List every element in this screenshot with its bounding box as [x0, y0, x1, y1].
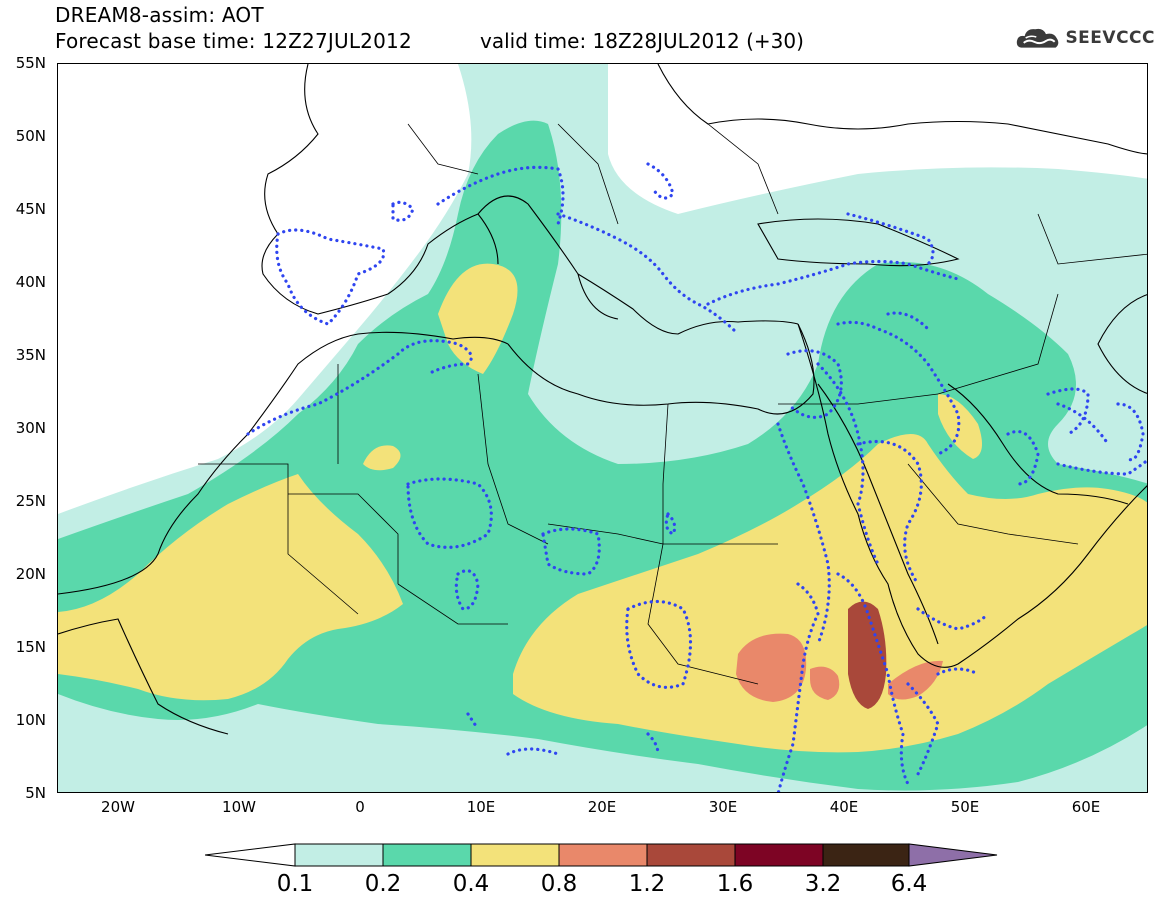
- x-tick-label: 60E: [1071, 798, 1101, 816]
- aot-region-level-0-8-ethiopia: [810, 666, 840, 700]
- y-tick-label: 35N: [15, 346, 46, 364]
- cloud-icon: [1016, 28, 1059, 48]
- y-tick-label: 30N: [15, 419, 46, 437]
- x-tick-label: 10W: [222, 798, 256, 816]
- y-tick-label: 10N: [15, 711, 46, 729]
- x-tick-label: 10E: [466, 798, 496, 816]
- colorbar-cell-lt-0-1: [205, 843, 296, 867]
- x-tick-label: 20W: [101, 798, 135, 816]
- colorbar-cell-gt-6-4: [908, 843, 998, 867]
- y-tick-label: 5N: [25, 784, 46, 802]
- valid-time: valid time: 18Z28JUL2012 (+30): [480, 29, 804, 53]
- x-tick-label: 20E: [587, 798, 617, 816]
- aot-region-level-0-8-yemen: [888, 660, 943, 700]
- colorbar-cell-0-2: [382, 843, 472, 867]
- x-tick-label: 0: [355, 798, 365, 816]
- y-tick-label: 20N: [15, 565, 46, 583]
- aot-region-level-0-4-west: [58, 474, 403, 701]
- colorbar-cell-0-4: [470, 843, 560, 867]
- colorbar-label: 1.6: [716, 871, 754, 897]
- x-tick-label: 40E: [829, 798, 859, 816]
- colorbar-cell-3-2: [822, 843, 910, 867]
- aot-region-level-0-4-algeria: [363, 445, 401, 471]
- aot-map: [58, 64, 1147, 792]
- x-tick-label: 30E: [708, 798, 738, 816]
- colorbar-label: 1.2: [628, 871, 666, 897]
- aot-region-level-0-4-tunisia: [438, 263, 518, 374]
- map-plot-area: [57, 63, 1148, 793]
- y-tick-label: 55N: [15, 54, 46, 72]
- colorbar-label: 6.4: [890, 871, 928, 897]
- y-tick-label: 45N: [15, 200, 46, 218]
- x-tick-label: 50E: [950, 798, 980, 816]
- colorbar-cell-1-6: [734, 843, 824, 867]
- aot-region-level-1-2-eritrea: [848, 601, 887, 709]
- colorbar-cell-0-8: [558, 843, 648, 867]
- seevccc-logo: SEEVCCC: [1015, 22, 1155, 54]
- country-borders: [198, 123, 1147, 685]
- colorbar-cell-0-1: [294, 843, 384, 867]
- colorbar-cell-1-2: [646, 843, 736, 867]
- y-tick-label: 25N: [15, 492, 46, 510]
- forecast-base-time: Forecast base time: 12Z27JUL2012: [55, 29, 412, 53]
- dotted-contours: [246, 162, 1147, 792]
- colorbar-label: 0.2: [364, 871, 402, 897]
- colorbar-label: 0.8: [540, 871, 578, 897]
- colorbar-label: 0.1: [276, 871, 314, 897]
- y-tick-label: 40N: [15, 273, 46, 291]
- colorbar-label: 3.2: [804, 871, 842, 897]
- colorbar: [205, 843, 998, 867]
- logo-text: SEEVCCC: [1065, 28, 1155, 48]
- aot-region-level-0-4-iraq: [938, 394, 982, 459]
- y-tick-label: 15N: [15, 638, 46, 656]
- aot-region-level-0-8-sudan: [736, 633, 807, 702]
- map-title: DREAM8-assim: AOT: [55, 3, 264, 27]
- y-tick-label: 50N: [15, 127, 46, 145]
- colorbar-label: 0.4: [452, 871, 490, 897]
